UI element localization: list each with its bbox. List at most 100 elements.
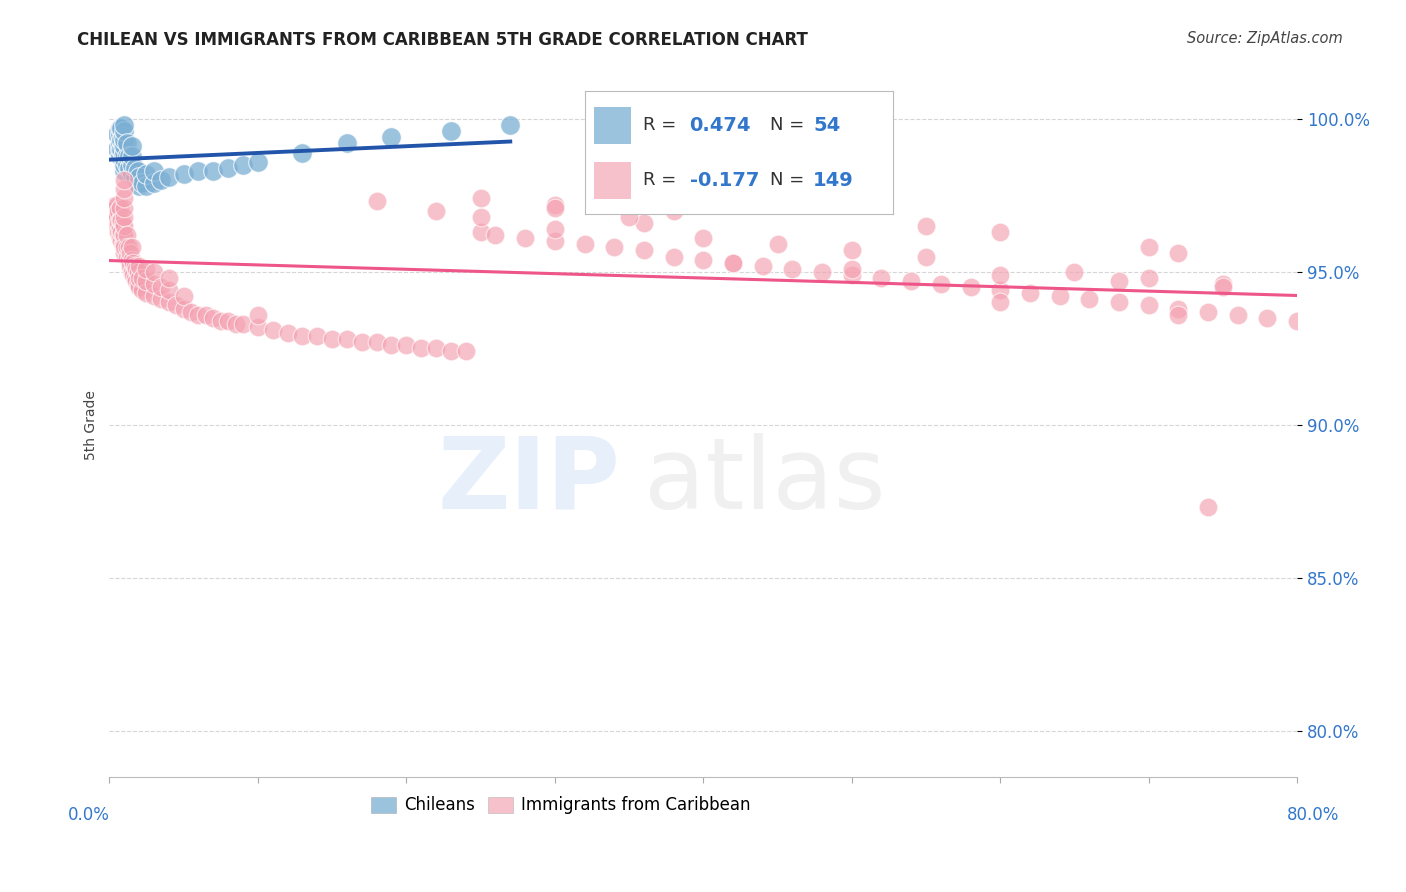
Point xyxy=(110,121,132,136)
Point xyxy=(127,176,149,190)
Point xyxy=(470,210,492,224)
Point xyxy=(112,219,135,233)
Text: CHILEAN VS IMMIGRANTS FROM CARIBBEAN 5TH GRADE CORRELATION CHART: CHILEAN VS IMMIGRANTS FROM CARIBBEAN 5TH… xyxy=(77,31,808,49)
Point xyxy=(544,197,567,211)
Point xyxy=(321,332,343,346)
Point xyxy=(915,219,938,233)
Point xyxy=(173,289,195,303)
Point xyxy=(112,124,135,138)
Point xyxy=(135,167,157,181)
Point xyxy=(150,293,173,307)
Point xyxy=(131,271,153,285)
Point xyxy=(1212,277,1234,291)
Point xyxy=(425,341,447,355)
Point xyxy=(112,145,135,160)
Point xyxy=(307,329,329,343)
Point xyxy=(900,274,922,288)
Point xyxy=(246,308,269,322)
Point xyxy=(108,212,131,227)
Point xyxy=(128,179,150,194)
Point xyxy=(111,216,134,230)
Point xyxy=(574,237,596,252)
Y-axis label: 5th Grade: 5th Grade xyxy=(84,390,98,459)
Point xyxy=(111,228,134,243)
Point xyxy=(277,326,299,340)
Point xyxy=(988,283,1011,297)
Point xyxy=(544,234,567,248)
Point xyxy=(135,179,157,194)
Point xyxy=(115,250,138,264)
Point xyxy=(128,271,150,285)
Point xyxy=(1197,500,1219,515)
Point xyxy=(124,169,146,184)
Point xyxy=(157,295,180,310)
Point xyxy=(411,341,433,355)
Point xyxy=(108,148,131,162)
Point xyxy=(291,329,314,343)
Point xyxy=(124,161,146,175)
Point xyxy=(105,127,128,141)
Point xyxy=(336,136,359,151)
Point xyxy=(336,332,359,346)
Point xyxy=(115,158,138,172)
Point xyxy=(425,203,447,218)
Point xyxy=(107,203,129,218)
Point xyxy=(1167,301,1189,316)
Point xyxy=(105,210,128,224)
Point xyxy=(246,319,269,334)
Point xyxy=(350,335,373,350)
Point xyxy=(440,124,463,138)
Point xyxy=(142,265,165,279)
Text: 0.0%: 0.0% xyxy=(67,806,110,824)
Point xyxy=(209,314,232,328)
Point xyxy=(110,225,132,239)
Point xyxy=(262,323,284,337)
Point xyxy=(165,298,187,312)
Point xyxy=(127,164,149,178)
Point xyxy=(202,164,225,178)
Point xyxy=(1049,289,1071,303)
Point xyxy=(499,118,522,132)
Point xyxy=(122,255,145,269)
Point xyxy=(366,194,388,209)
Point xyxy=(633,216,655,230)
Point xyxy=(692,231,714,245)
Point xyxy=(1137,271,1160,285)
Point xyxy=(751,259,773,273)
Point xyxy=(111,148,134,162)
Point xyxy=(662,203,685,218)
Point xyxy=(121,139,143,153)
Point xyxy=(1108,274,1130,288)
Text: 80.0%: 80.0% xyxy=(1286,806,1339,824)
Point xyxy=(115,136,138,151)
Point xyxy=(108,121,131,136)
Point xyxy=(202,310,225,325)
Point xyxy=(157,169,180,184)
Point xyxy=(721,255,744,269)
Point xyxy=(112,210,135,224)
Point xyxy=(124,271,146,285)
Point xyxy=(692,252,714,267)
Point xyxy=(157,271,180,285)
Point xyxy=(125,261,148,276)
Point xyxy=(122,268,145,282)
Point xyxy=(662,250,685,264)
Point xyxy=(959,280,981,294)
Point xyxy=(513,231,536,245)
Point xyxy=(841,261,863,276)
Point xyxy=(131,176,153,190)
Point xyxy=(121,252,143,267)
Point xyxy=(108,127,131,141)
Point xyxy=(870,271,893,285)
Point xyxy=(194,308,217,322)
Point xyxy=(470,191,492,205)
Point xyxy=(110,212,132,227)
Point xyxy=(135,261,157,276)
Point xyxy=(112,191,135,205)
Point xyxy=(115,148,138,162)
Point xyxy=(1137,240,1160,254)
Point xyxy=(187,164,209,178)
Point xyxy=(782,261,804,276)
Point xyxy=(131,283,153,297)
Point xyxy=(470,225,492,239)
